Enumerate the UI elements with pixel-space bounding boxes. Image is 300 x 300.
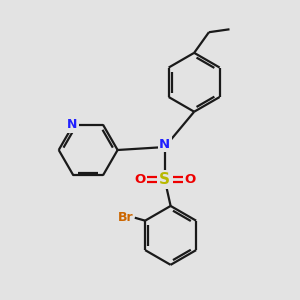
Text: O: O bbox=[184, 173, 195, 186]
Text: Br: Br bbox=[118, 211, 134, 224]
Text: N: N bbox=[159, 138, 170, 151]
Text: N: N bbox=[67, 118, 77, 131]
Text: O: O bbox=[134, 173, 145, 186]
Text: S: S bbox=[159, 172, 170, 187]
